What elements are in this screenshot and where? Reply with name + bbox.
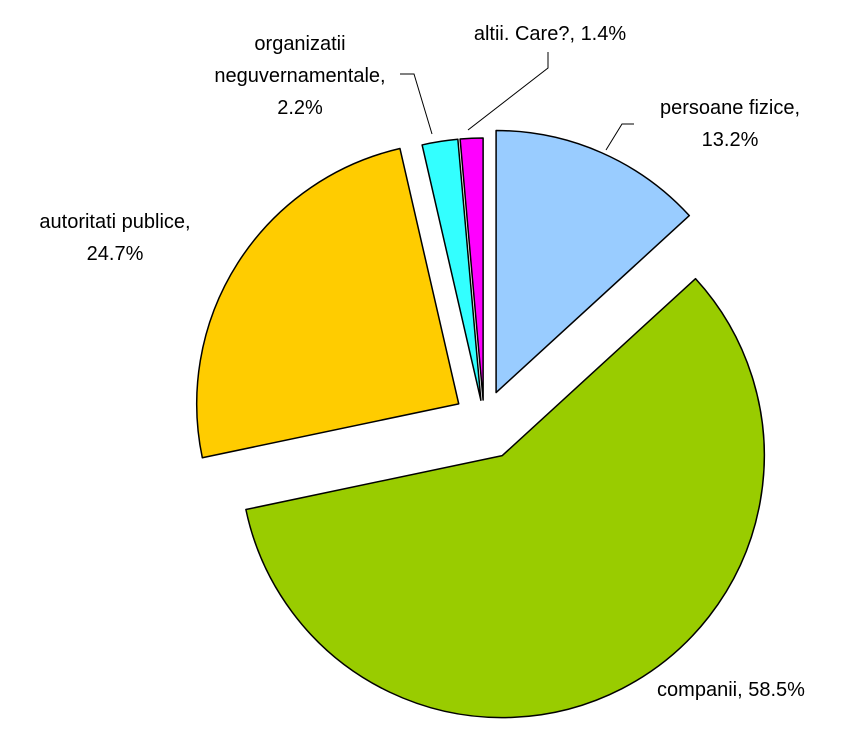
pie-slice [245,277,765,719]
value-label: 2.2% [277,97,323,119]
pie-slice [459,137,484,401]
pie-slice [495,129,691,394]
value-label: 24.7% [86,243,144,265]
pie [195,129,765,719]
value-label: 13.2% [701,129,759,151]
category-label: organizatii neguvernamentale, [214,33,386,87]
category-label: autoritati publice, [39,211,191,233]
category-label: persoane fizice, [659,97,801,119]
data-label: persoane fizice, 13.2% [640,92,820,156]
category-label: companii, [657,679,743,701]
data-label: companii, 58.5% [620,674,842,706]
leader-line [605,123,634,151]
category-label: altii. Care?, [473,23,575,45]
data-label: altii. Care?, 1.4% [420,18,680,50]
pie-slice [421,138,482,401]
data-label: organizatii neguvernamentale, 2.2% [190,28,410,124]
pie-slice [195,147,460,459]
leader-line [400,73,433,135]
value-label: 1.4% [580,23,627,45]
leader-line [467,52,549,131]
value-label: 58.5% [748,679,805,701]
data-label: autoritati publice, 24.7% [5,206,225,270]
